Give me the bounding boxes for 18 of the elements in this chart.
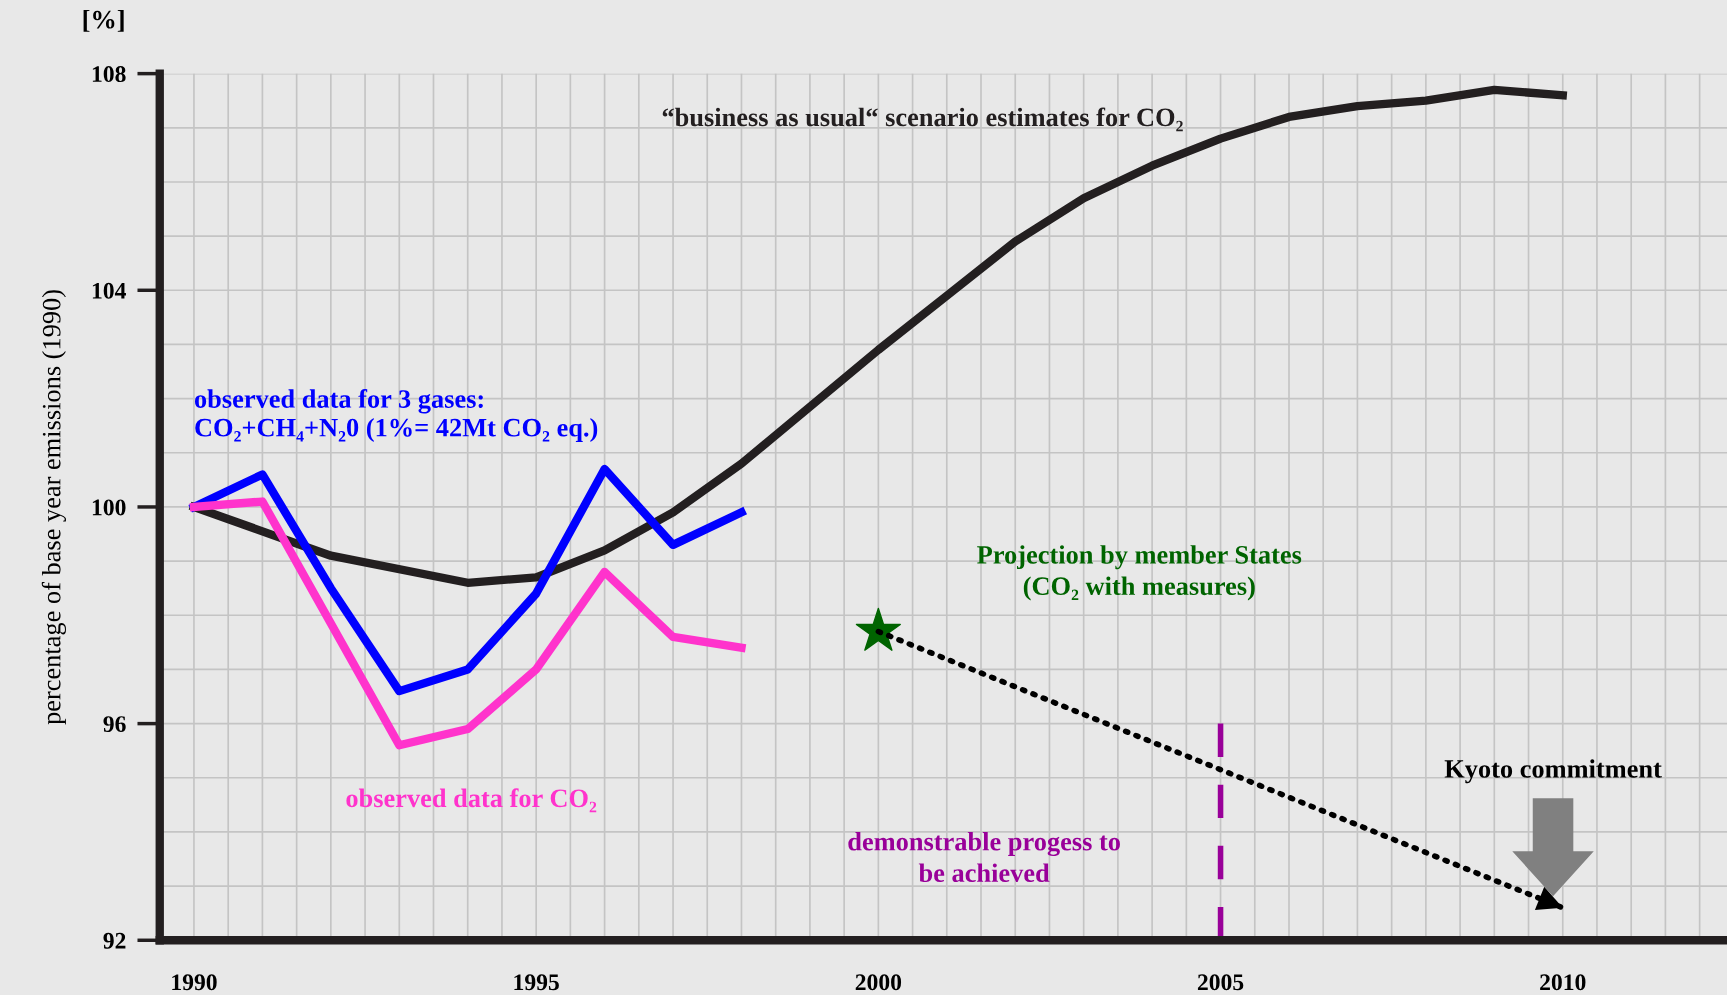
- y-tick-label: 104: [92, 282, 126, 299]
- y-axis-title: percentage of base year emissions (1990): [41, 290, 66, 725]
- x-tick-label: 2000: [855, 974, 902, 991]
- annotation: Projection by member States (CO₂ with measures): [977, 545, 1302, 601]
- y-tick-label: 108: [92, 66, 126, 83]
- series-label: observed data for 3 gases: CO₂+CH₄+N₂0 (1%= 42Mt CO₂ eq.): [194, 389, 598, 442]
- ref-line-label: demonstrable progess to be achieved: [848, 831, 1120, 883]
- y-tick-label: 100: [92, 499, 126, 516]
- x-tick-label: 2010: [1540, 974, 1586, 991]
- text: [%]: [83, 9, 124, 32]
- annotation: Kyoto commitment: [1444, 759, 1662, 784]
- x-tick-label: 1995: [514, 974, 559, 991]
- x-tick-label: 1990: [172, 974, 217, 991]
- series-label: “business as usual“ scenario estimates for CO₂: [662, 107, 1183, 132]
- y-tick-label: 96: [103, 716, 126, 733]
- y-tick-label: 92: [103, 932, 126, 949]
- x-tick-label: 2005: [1197, 974, 1244, 991]
- text: observed data for CO₂: [346, 788, 597, 813]
